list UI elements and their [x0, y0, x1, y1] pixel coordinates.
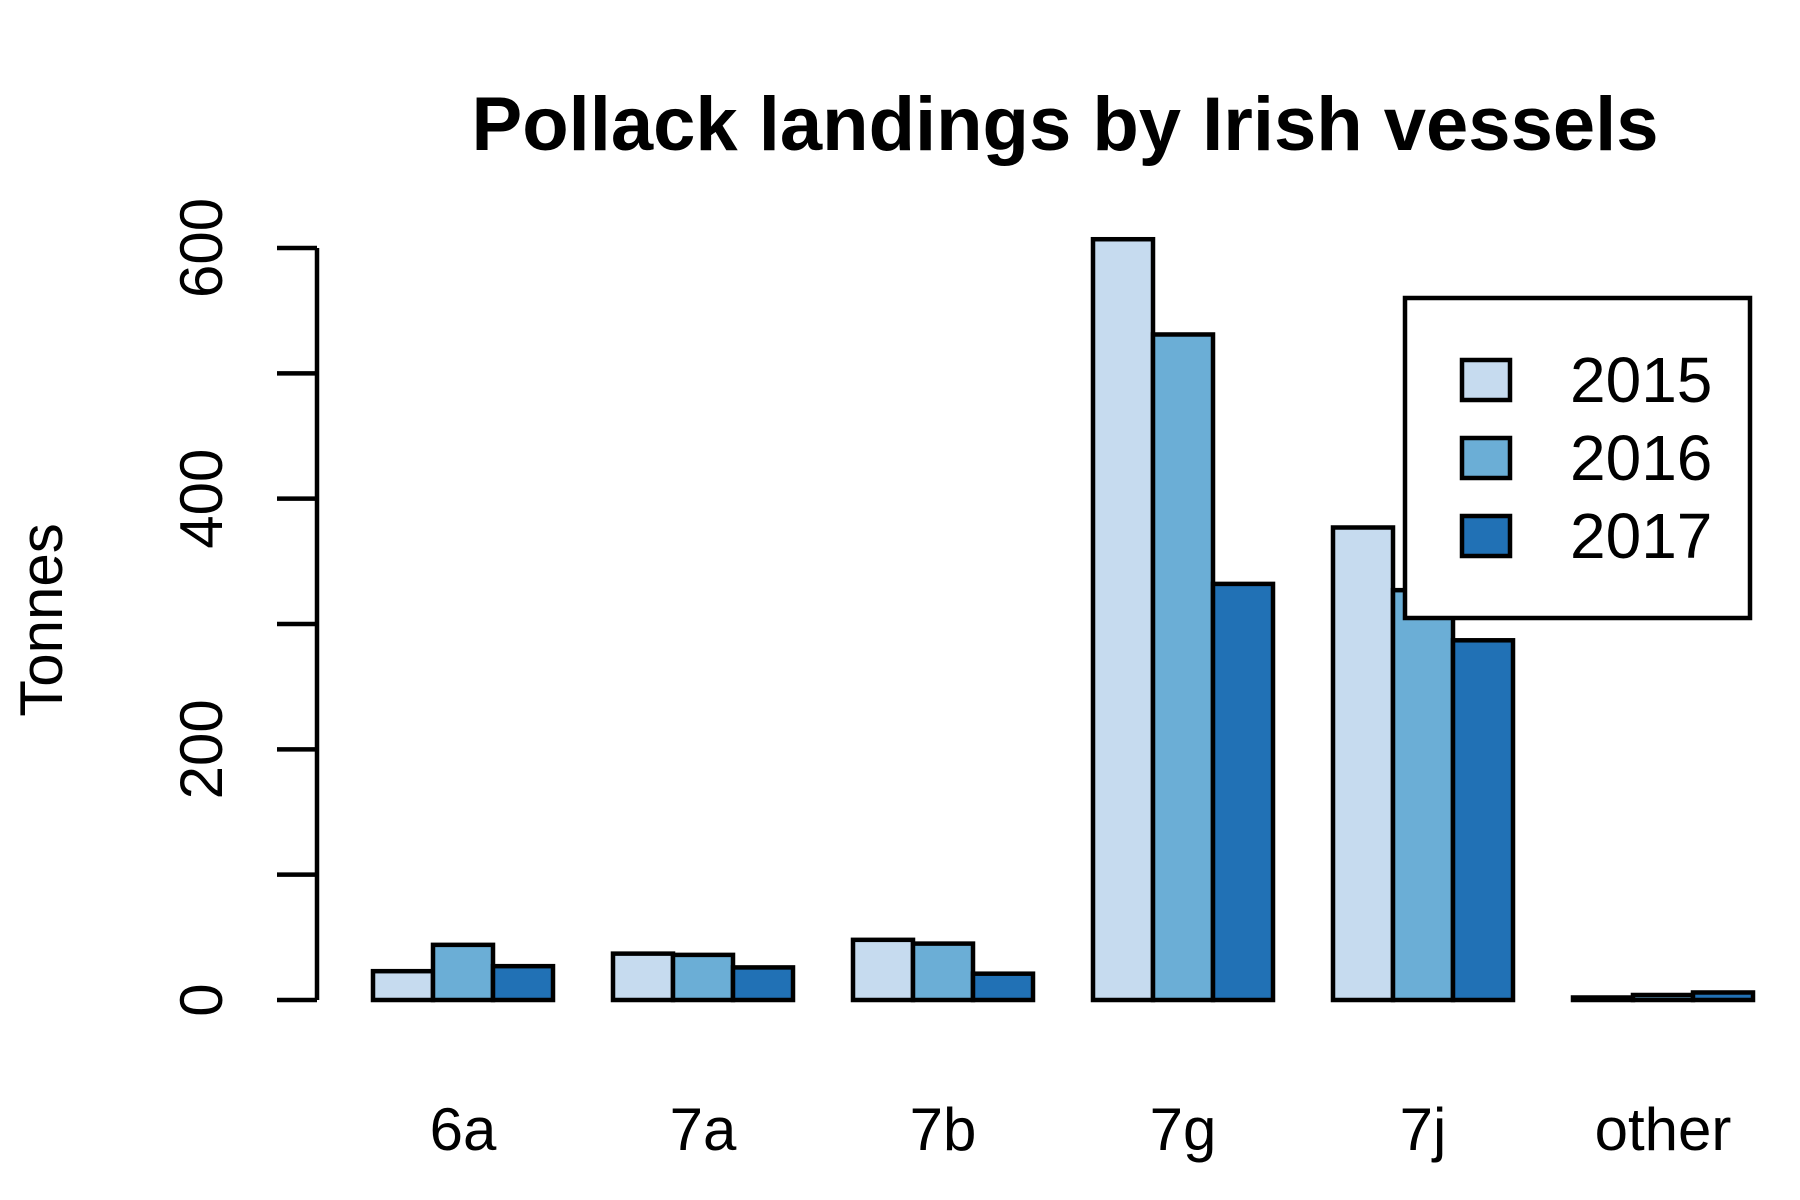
bar [1450, 638, 1516, 1003]
bar [1570, 995, 1636, 1003]
bar [1330, 525, 1396, 1003]
bar [1690, 990, 1756, 1003]
y-axis-label: Tonnes [8, 523, 75, 716]
bar [910, 941, 976, 1003]
x-tick-label: 7g [1150, 1096, 1217, 1163]
y-tick-label: 0 [168, 983, 235, 1016]
bar [850, 937, 916, 1003]
bar [670, 952, 736, 1003]
x-tick-label: 7a [670, 1096, 737, 1163]
x-tick-label: other [1595, 1096, 1732, 1163]
y-axis-ticks: 0 200 400 600 [168, 198, 317, 1017]
legend-swatch [1459, 513, 1513, 559]
legend-label: 2015 [1570, 344, 1712, 416]
bar [490, 963, 556, 1003]
bar-group [370, 236, 1756, 1003]
category-labels: 6a 7a 7b 7g 7j other [430, 1096, 1732, 1163]
y-tick-label: 400 [168, 449, 235, 549]
x-tick-label: 7b [910, 1096, 977, 1163]
bar [730, 965, 796, 1003]
bar [430, 942, 496, 1003]
legend-label: 2017 [1570, 500, 1712, 572]
bar [1210, 581, 1276, 1003]
y-tick-label: 200 [168, 699, 235, 799]
bar [370, 968, 436, 1003]
chart-title: Pollack landings by Irish vessels [472, 82, 1659, 167]
legend-swatch [1459, 357, 1513, 403]
legend-swatch [1459, 435, 1513, 481]
x-tick-label: 7j [1400, 1096, 1447, 1163]
bar [610, 951, 676, 1003]
legend-label: 2016 [1570, 422, 1712, 494]
bar [970, 971, 1036, 1003]
bar [1390, 587, 1456, 1003]
bar [1150, 332, 1216, 1003]
y-tick-label: 600 [168, 198, 235, 298]
bar [1630, 992, 1696, 1003]
x-tick-label: 6a [430, 1096, 497, 1163]
bar [1090, 236, 1156, 1003]
